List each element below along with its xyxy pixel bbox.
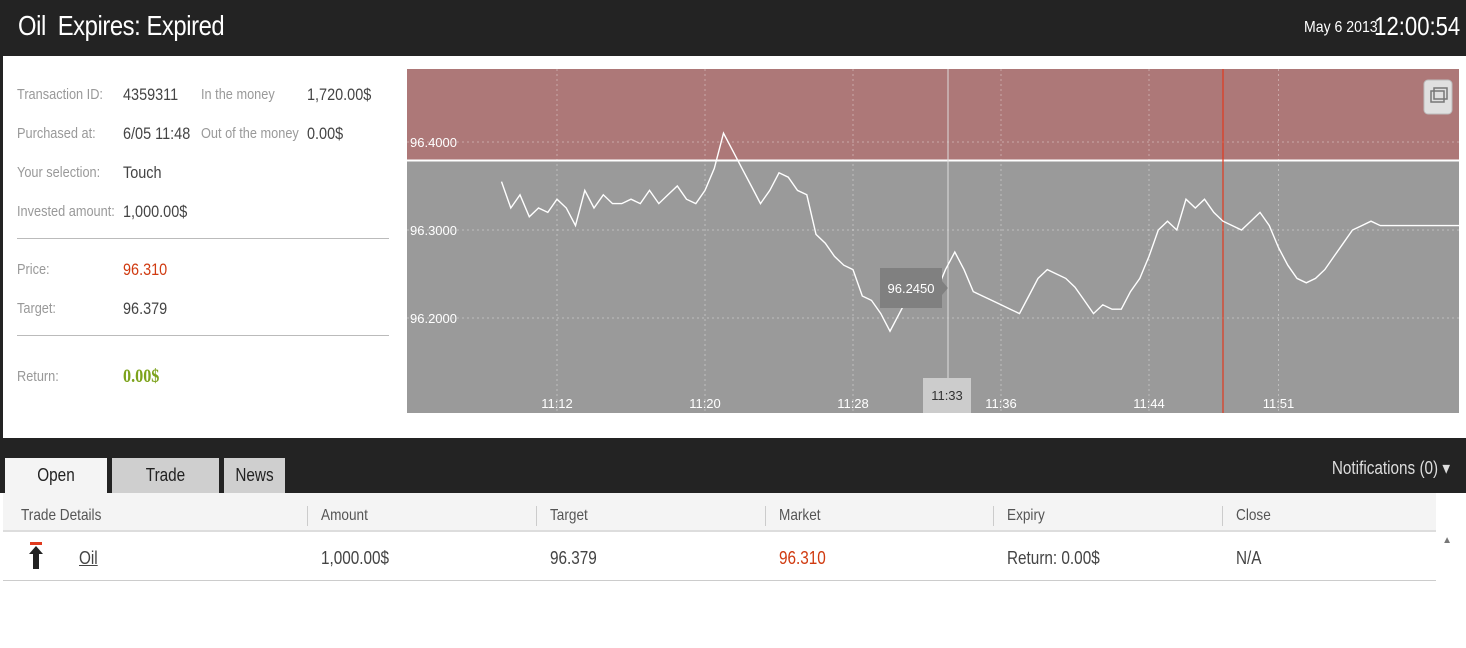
chart-border	[1459, 56, 1466, 438]
x-tick-label: 11:36	[985, 396, 1017, 411]
expiry-status: Expires: Expired	[57, 10, 225, 41]
header-clock: 12:00:54	[1373, 11, 1460, 41]
trade-expiry: Return: 0.00$	[1007, 548, 1100, 568]
tab-news[interactable]: News	[224, 458, 285, 493]
transaction-id-label: Transaction ID:	[17, 86, 103, 103]
column-separator	[1222, 506, 1223, 526]
header-date: May 6 2013	[1304, 19, 1378, 36]
trade-target: 96.379	[550, 548, 597, 568]
table-row[interactable]: Oil 1,000.00$ 96.379 96.310 Return: 0.00…	[3, 532, 1436, 581]
out-money-value: 0.00$	[307, 124, 344, 143]
trade-asset-link[interactable]: Oil	[79, 548, 98, 568]
in-money-label: In the money	[201, 86, 275, 103]
column-header: Expiry	[1007, 507, 1045, 524]
hover-value-label: 96.2450	[888, 281, 935, 296]
above-target-region	[407, 69, 1459, 161]
open-trades-table: Trade Details Amount Target Market Expir…	[0, 493, 1466, 583]
hover-time-label: 11:33	[931, 388, 963, 403]
in-money-value: 1,720.00$	[307, 85, 372, 104]
x-tick-label: 11:20	[689, 396, 721, 411]
trade-details-panel: Transaction ID: 4359311 In the money 1,7…	[3, 56, 403, 438]
trade-close: N/A	[1236, 548, 1262, 568]
price-label: Price:	[17, 261, 50, 278]
x-tick-label: 11:51	[1263, 396, 1295, 411]
x-tick-label: 11:44	[1133, 396, 1165, 411]
bottom-tab-bar: Open Trades Trade History News Notificat…	[0, 438, 1466, 520]
return-label: Return:	[17, 368, 59, 385]
table-header: Trade Details Amount Target Market Expir…	[3, 493, 1436, 532]
transaction-id-value: 4359311	[123, 85, 179, 104]
page-title: Oil Expires: Expired	[18, 10, 236, 42]
target-value: 96.379	[123, 299, 168, 318]
selection-label: Your selection:	[17, 164, 101, 181]
column-separator	[307, 506, 308, 526]
tab-trade-history[interactable]: Trade History	[112, 458, 219, 520]
out-money-label: Out of the money	[201, 125, 299, 142]
column-separator	[536, 506, 537, 526]
return-value: 0.00$	[123, 366, 160, 387]
panel-border	[0, 56, 3, 438]
fullscreen-button[interactable]	[1423, 79, 1453, 115]
purchased-label: Purchased at:	[17, 125, 96, 142]
y-axis-labels: 96.4000 96.3000 96.2000	[410, 135, 457, 326]
chart-grid	[407, 69, 1459, 413]
y-tick-label: 96.4000	[410, 135, 457, 150]
notifications-dropdown[interactable]: Notifications (0) ▾	[1331, 458, 1450, 478]
call-arrow-icon	[29, 542, 43, 569]
hover-time-box: 11:33	[923, 378, 971, 413]
invested-label: Invested amount:	[17, 203, 115, 220]
price-value: 96.310	[123, 260, 168, 279]
invested-value: 1,000.00$	[123, 202, 188, 221]
x-axis-labels: 11:12 11:20 11:28 11:36 11:44 11:51	[541, 396, 1294, 411]
tab-news-label: News	[235, 465, 274, 485]
column-header: Amount	[321, 507, 368, 524]
selection-value: Touch	[123, 163, 162, 182]
x-tick-label: 11:12	[541, 396, 573, 411]
asset-name: Oil	[18, 10, 46, 41]
x-tick-label: 11:28	[837, 396, 869, 411]
header-bar: Oil Expires: Expired May 6 2013 12:00:54	[0, 0, 1466, 56]
divider	[17, 238, 389, 239]
y-tick-label: 96.3000	[410, 223, 457, 238]
column-header: Market	[779, 507, 821, 524]
y-tick-label: 96.2000	[410, 311, 457, 326]
column-header: Trade Details	[21, 507, 102, 524]
divider	[17, 335, 389, 336]
column-separator	[765, 506, 766, 526]
trade-amount: 1,000.00$	[321, 548, 390, 568]
scroll-up-arrow-icon[interactable]: ▲	[1442, 535, 1452, 546]
purchased-value: 6/05 11:48	[123, 124, 191, 143]
price-series-line	[500, 131, 1459, 333]
column-separator	[993, 506, 994, 526]
column-header: Target	[550, 507, 588, 524]
trade-market: 96.310	[779, 548, 826, 568]
tab-open-trades[interactable]: Open Trades	[5, 458, 107, 520]
target-label: Target:	[17, 300, 56, 317]
column-header: Close	[1236, 507, 1271, 524]
hover-tooltip: 96.2450	[880, 268, 948, 308]
